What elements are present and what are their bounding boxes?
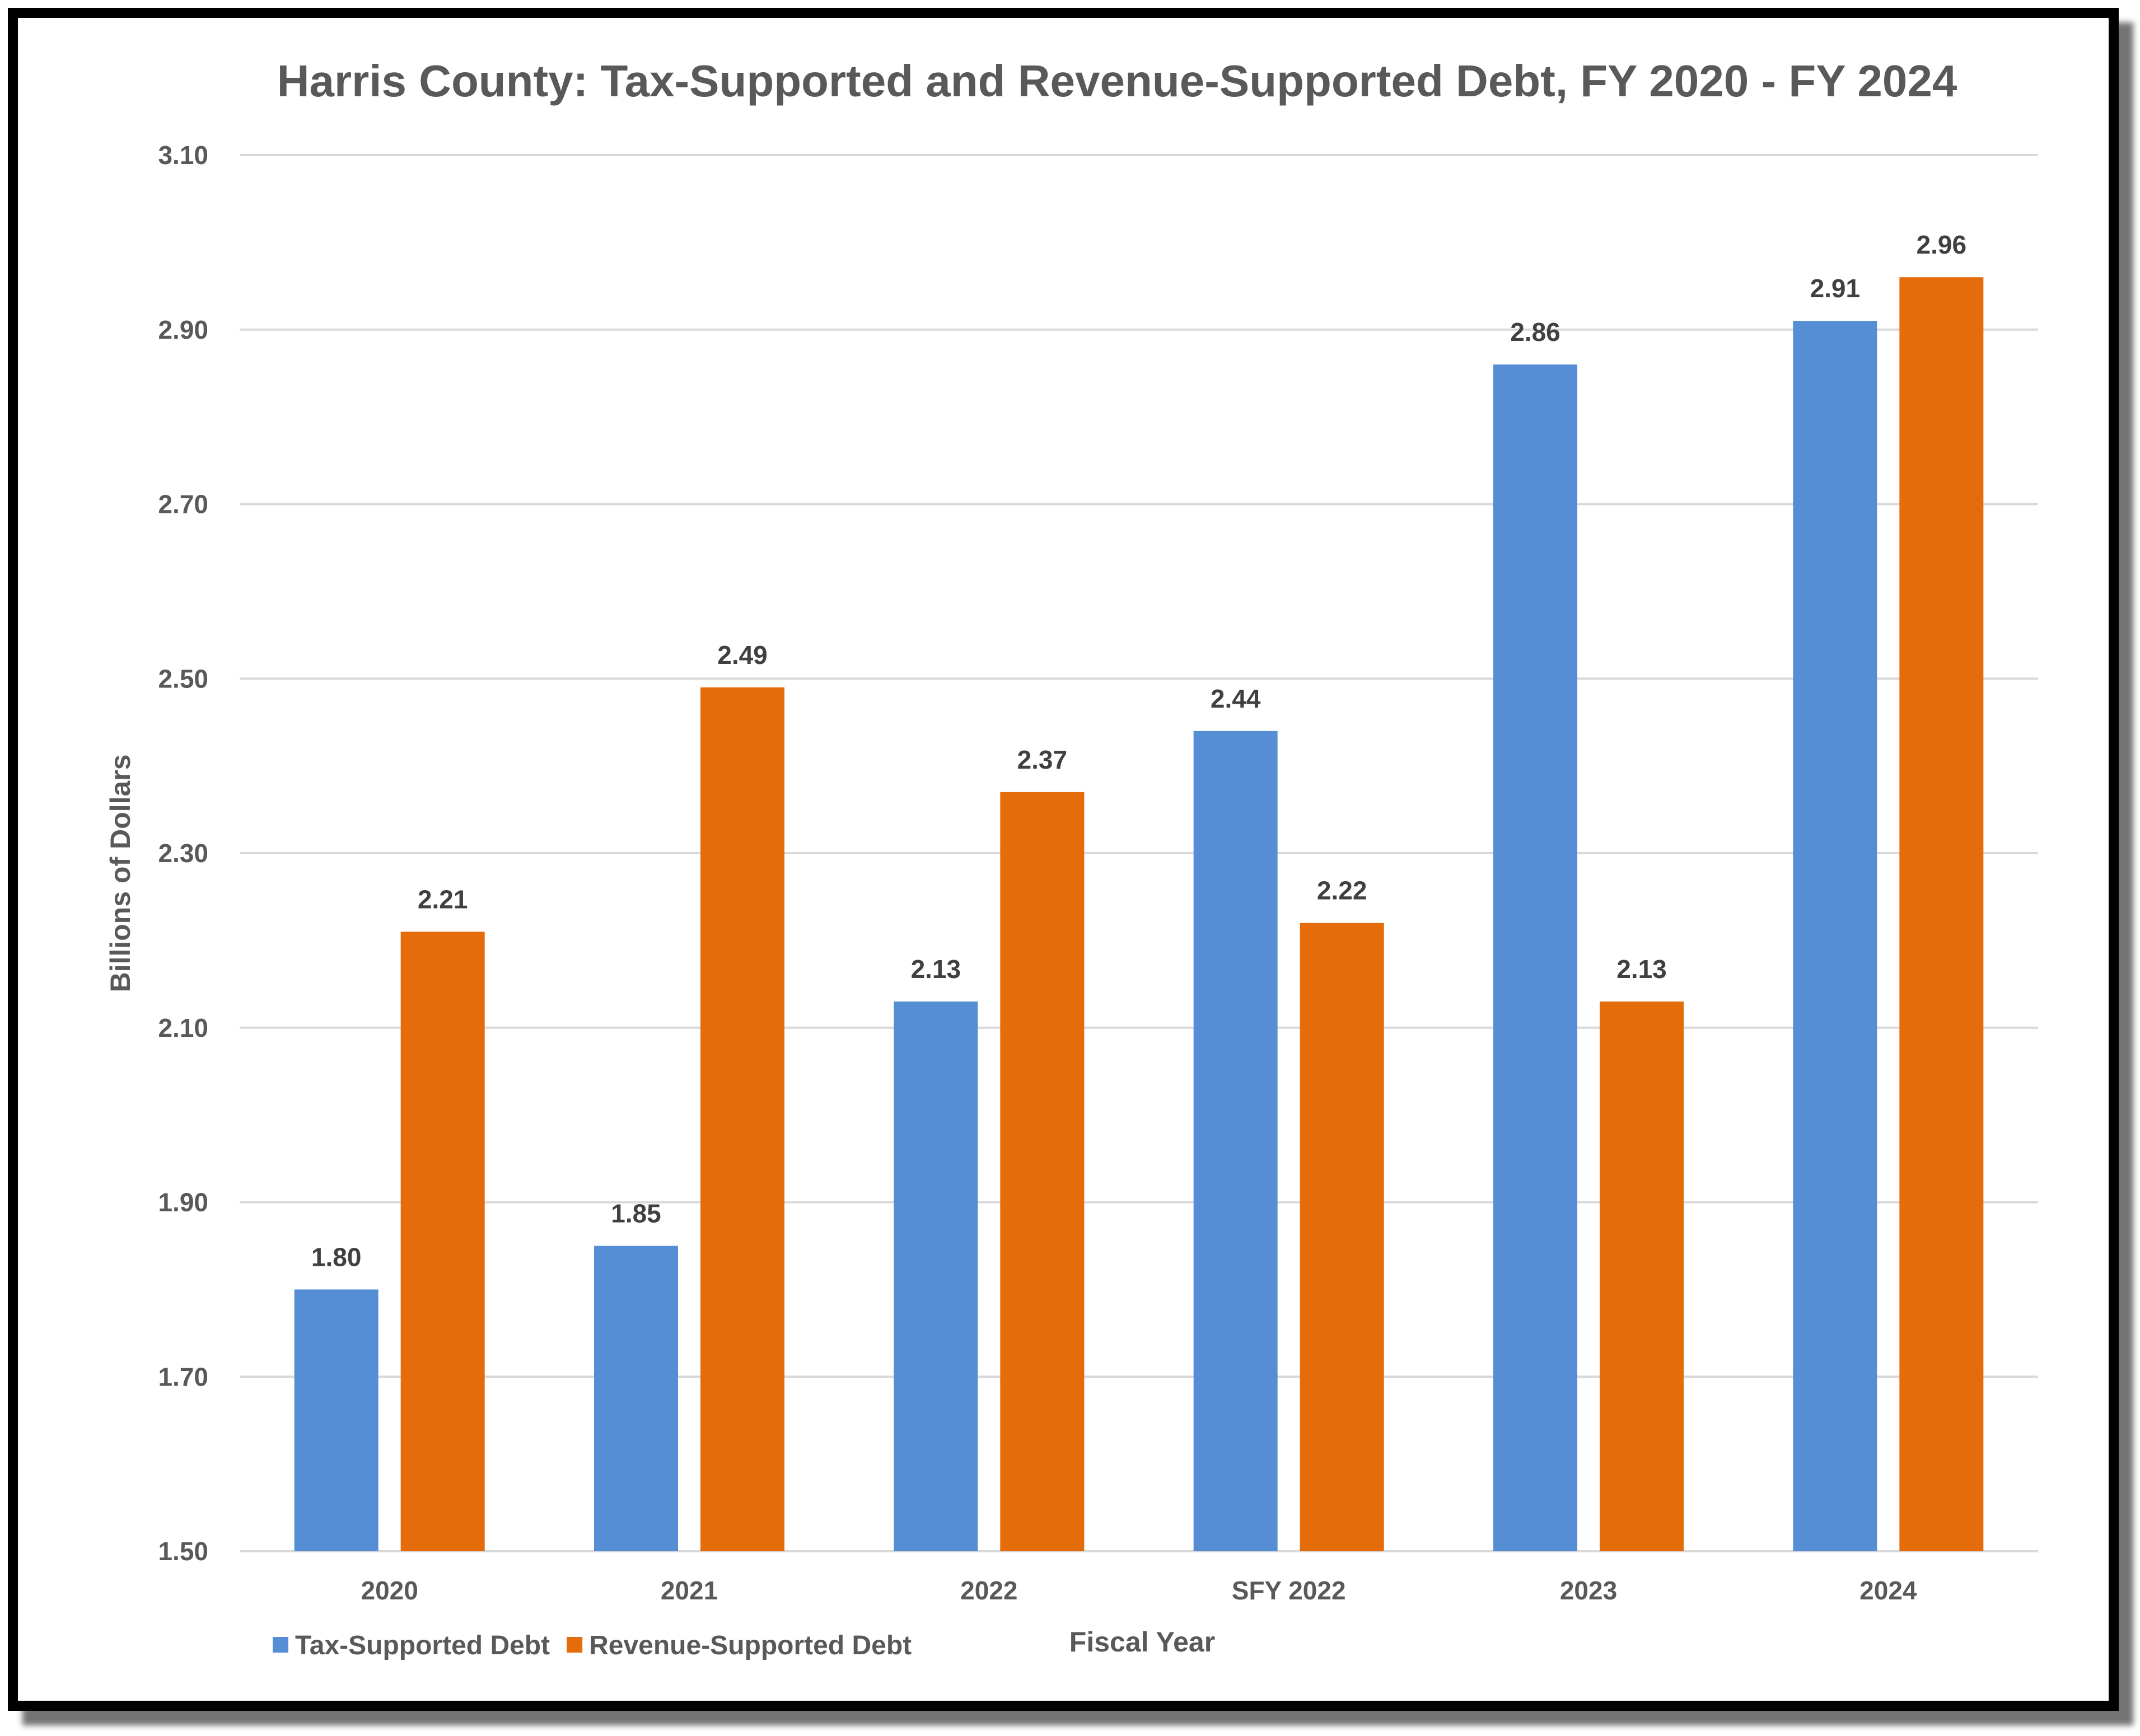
x-axis-label: Fiscal Year [1069, 1626, 1215, 1658]
data-label: 2.49 [717, 640, 768, 670]
bar-tax [294, 1289, 379, 1551]
y-tick-label: 2.50 [158, 664, 208, 693]
y-axis-ticks: 1.50 1.70 1.90 2.10 2.30 2.50 2.70 2.90 3.10 [158, 141, 208, 1566]
y-tick-label: 2.70 [158, 490, 208, 519]
data-label: 1.80 [311, 1242, 362, 1271]
bars [294, 277, 1984, 1551]
y-tick-label: 2.30 [158, 839, 208, 868]
data-label: 2.91 [1810, 274, 1861, 303]
bar-tax [1493, 364, 1577, 1551]
x-tick-label: 2024 [1859, 1576, 1917, 1605]
bar-tax [894, 1001, 978, 1551]
data-label: 2.96 [1917, 230, 1967, 259]
chart-title: Harris County: Tax-Supported and Revenue… [277, 56, 1957, 106]
y-tick-label: 1.90 [158, 1188, 208, 1217]
data-label: 2.37 [1017, 745, 1068, 774]
y-tick-label: 3.10 [158, 141, 208, 170]
data-label: 1.85 [611, 1199, 661, 1228]
x-tick-label: 2021 [661, 1576, 718, 1605]
x-tick-label: 2020 [361, 1576, 418, 1605]
y-tick-label: 1.50 [158, 1537, 208, 1566]
y-tick-label: 2.10 [158, 1013, 208, 1042]
legend: Tax-Supported Debt Revenue-Supported Debt [273, 1631, 912, 1660]
legend-label: Tax-Supported Debt [295, 1631, 550, 1660]
x-tick-label: 2022 [960, 1576, 1017, 1605]
x-axis-ticks: 2020 2021 2022 SFY 2022 2023 2024 [361, 1576, 1917, 1605]
data-label: 2.44 [1211, 684, 1261, 713]
bar-revenue [700, 687, 784, 1551]
y-tick-label: 2.90 [158, 315, 208, 344]
bar-revenue [1600, 1001, 1684, 1551]
x-tick-label: SFY 2022 [1232, 1576, 1346, 1605]
bar-revenue [1000, 792, 1085, 1551]
bar-tax [1793, 321, 1877, 1551]
data-label: 2.13 [911, 954, 961, 984]
bar-revenue [1899, 277, 1984, 1551]
data-labels: 1.80 2.21 1.85 2.49 2.13 2.37 2.44 2.22 2.86 2.13… [311, 230, 1966, 1271]
y-axis-label: Billions of Dollars [105, 754, 136, 992]
bar-revenue [400, 932, 485, 1551]
data-label: 2.21 [418, 885, 468, 914]
bar-tax [594, 1246, 678, 1551]
y-tick-label: 1.70 [158, 1362, 208, 1391]
bar-tax [1193, 731, 1278, 1551]
gridlines [240, 154, 2038, 1552]
legend-swatch [567, 1637, 583, 1653]
legend-label: Revenue-Supported Debt [589, 1631, 912, 1660]
legend-swatch [273, 1637, 288, 1653]
bar-revenue [1300, 923, 1384, 1551]
x-tick-label: 2023 [1560, 1576, 1617, 1605]
data-label: 2.86 [1510, 317, 1560, 347]
data-label: 2.22 [1317, 876, 1367, 905]
data-label: 2.13 [1616, 954, 1667, 984]
